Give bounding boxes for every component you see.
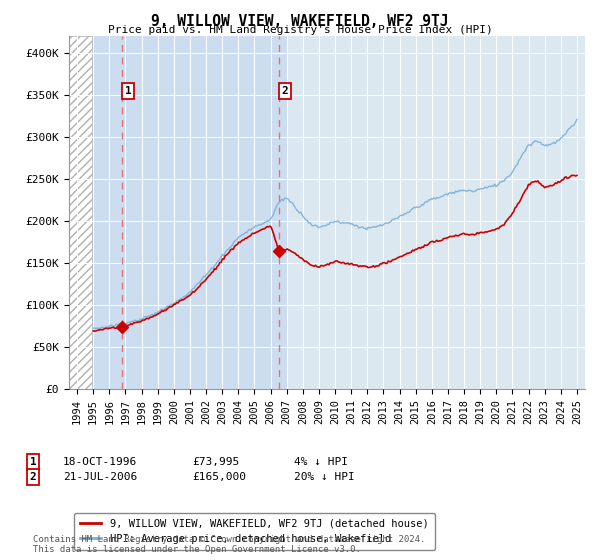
Text: 9, WILLOW VIEW, WAKEFIELD, WF2 9TJ: 9, WILLOW VIEW, WAKEFIELD, WF2 9TJ	[151, 14, 449, 29]
Text: £165,000: £165,000	[192, 472, 246, 482]
Text: 1: 1	[29, 457, 37, 467]
Text: 1: 1	[125, 86, 131, 96]
Text: 2: 2	[282, 86, 289, 96]
Bar	[69, 36, 92, 389]
Legend: 9, WILLOW VIEW, WAKEFIELD, WF2 9TJ (detached house), HPI: Average price, detache: 9, WILLOW VIEW, WAKEFIELD, WF2 9TJ (deta…	[74, 512, 434, 550]
Text: Contains HM Land Registry data © Crown copyright and database right 2024.
This d: Contains HM Land Registry data © Crown c…	[33, 535, 425, 554]
Text: 4% ↓ HPI: 4% ↓ HPI	[294, 457, 348, 467]
Text: 2: 2	[29, 472, 37, 482]
Text: 20% ↓ HPI: 20% ↓ HPI	[294, 472, 355, 482]
Text: 21-JUL-2006: 21-JUL-2006	[63, 472, 137, 482]
Bar	[92, 36, 287, 389]
Text: 18-OCT-1996: 18-OCT-1996	[63, 457, 137, 467]
Text: £73,995: £73,995	[192, 457, 239, 467]
Text: Price paid vs. HM Land Registry's House Price Index (HPI): Price paid vs. HM Land Registry's House …	[107, 25, 493, 35]
